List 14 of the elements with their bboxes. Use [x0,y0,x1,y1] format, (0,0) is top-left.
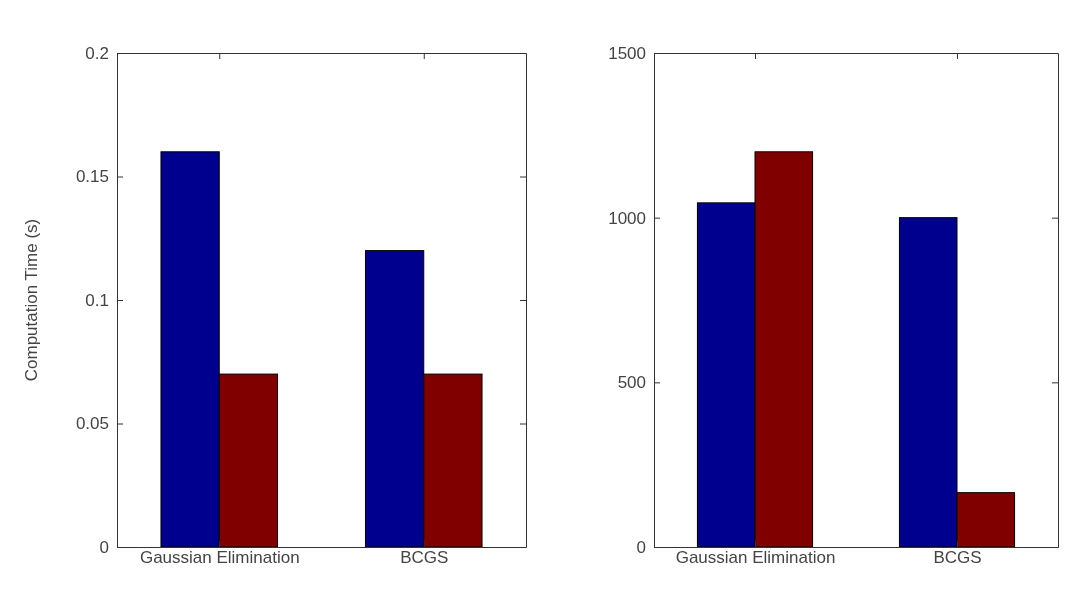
y-axis-title: Computation Time (s) [22,218,41,382]
x-tick-label: BCGS [400,548,449,568]
y-tick-label: 0.15 [75,167,109,187]
y-tick-label: 0 [636,537,646,557]
x-tick-label: Gaussian Elimination [139,548,300,568]
y-tick-label: 0 [99,537,109,557]
x-tick-label: Gaussian Elimination [675,548,836,568]
y-tick-label: 1500 [608,43,646,63]
y-tick-label: 1000 [608,208,646,228]
x-tick-label: BCGS [933,548,982,568]
y-tick-label: 500 [617,373,646,393]
y-tick-label: 0.1 [85,290,109,310]
y-tick-label: 0.2 [85,43,109,63]
y-tick-label: 0.05 [75,414,109,434]
